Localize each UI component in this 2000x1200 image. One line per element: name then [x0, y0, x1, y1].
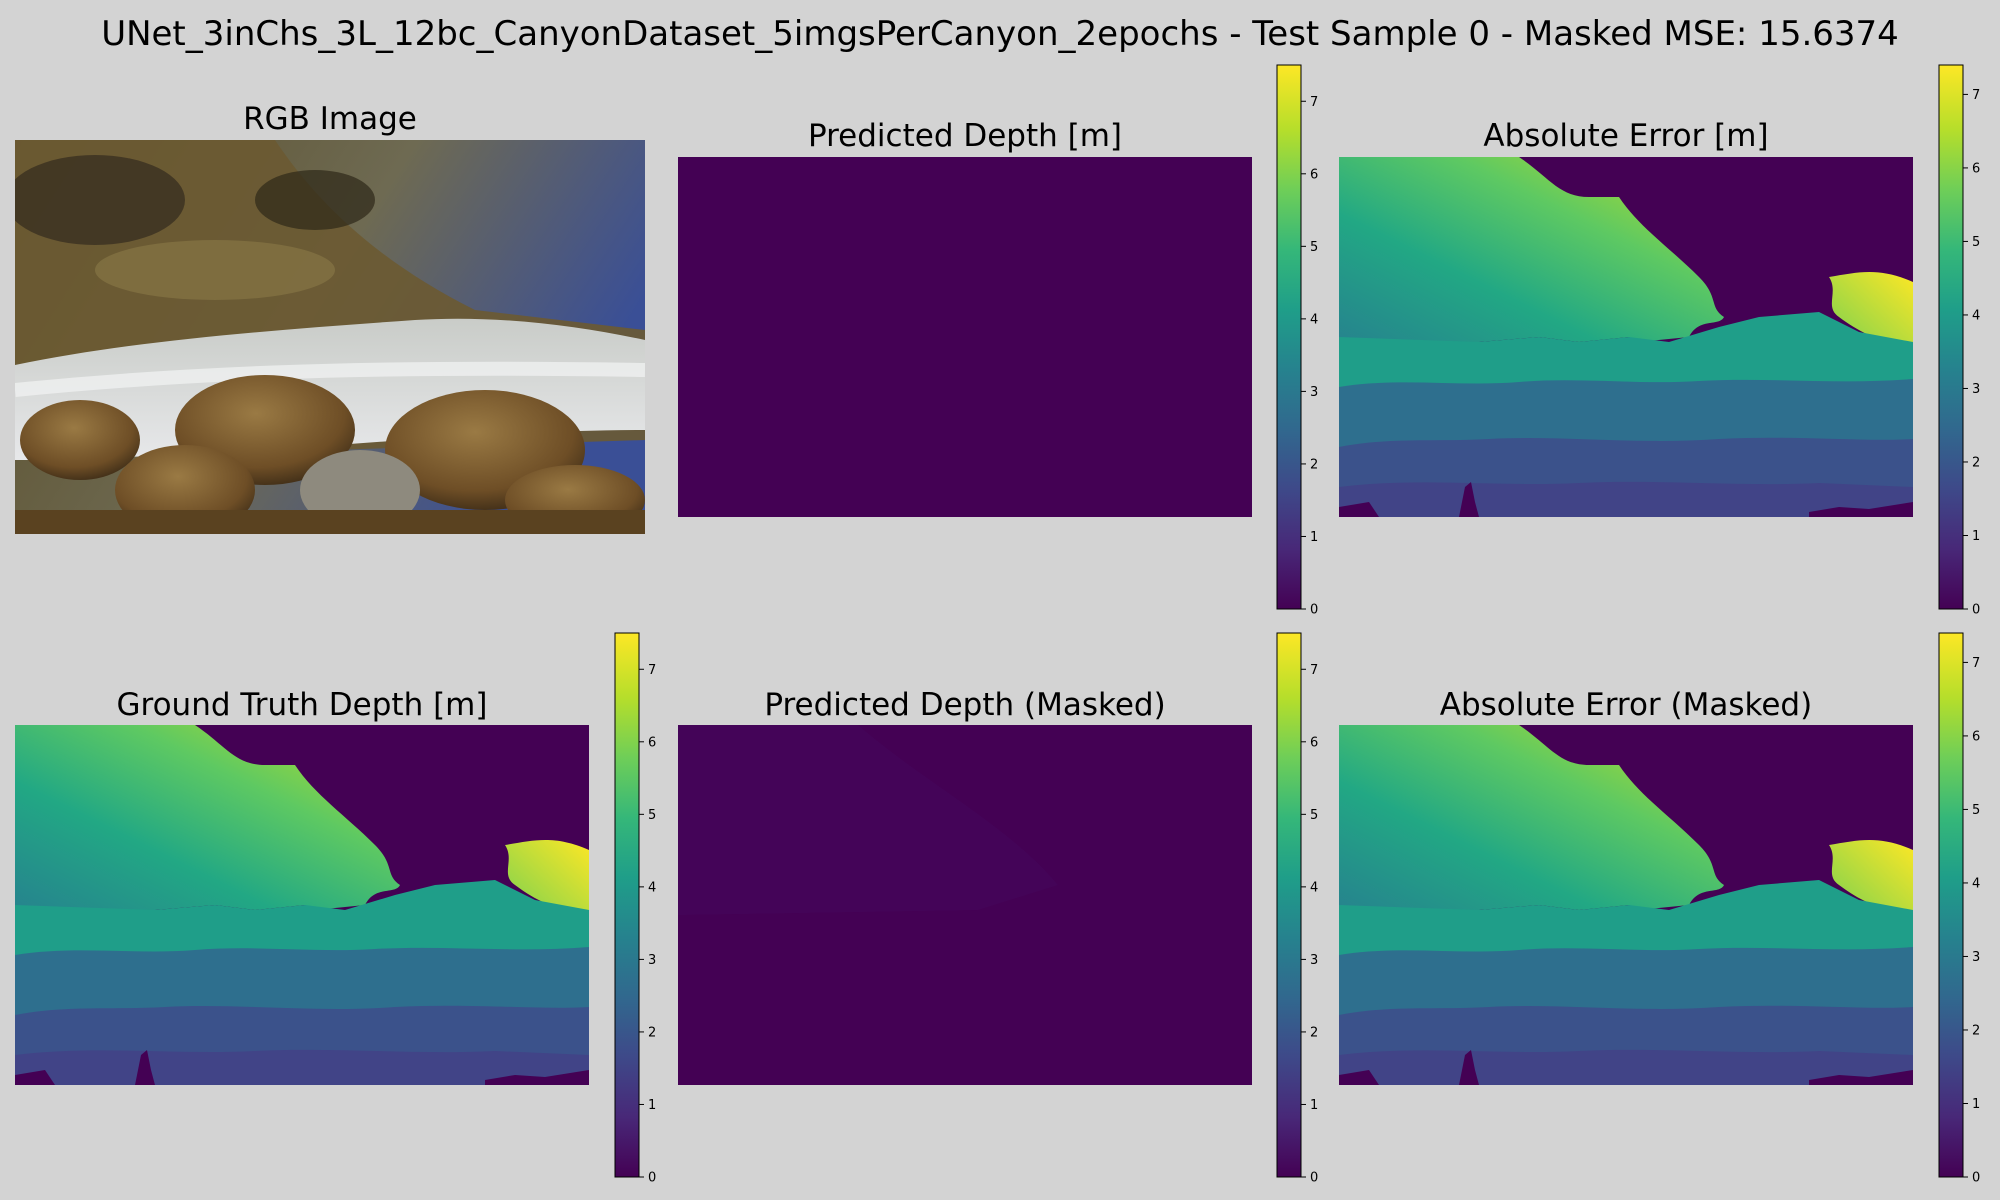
colorbar-tick-label: 7	[1972, 88, 1980, 103]
colorbar-tick-label: 1	[648, 1098, 656, 1113]
absolute-error-masked-title: Absolute Error (Masked)	[1439, 687, 1813, 723]
colorbar-tick-label: 3	[1972, 382, 1980, 397]
colorbar-tick-label: 2	[1972, 1023, 1980, 1038]
colorbar-tick-label: 5	[648, 808, 656, 823]
colorbar-gradient	[1276, 632, 1302, 1178]
colorbar-tick-label: 4	[1972, 308, 1980, 323]
colorbar-tick-label: 3	[1972, 950, 1980, 965]
colorbar-tick-label: 0	[648, 1171, 656, 1186]
colorbar-tick-label: 1	[1972, 1097, 1980, 1112]
colorbar-tick-label: 4	[1310, 880, 1318, 895]
colorbar-tick-label: 0	[1972, 603, 1980, 618]
colorbar-tick-label: 0	[1310, 603, 1318, 618]
colorbar-gradient	[1276, 64, 1302, 610]
absolute-error-colorbar: 0 1 2 3 4 5 6 7	[1938, 64, 1980, 618]
predicted-depth-masked-title: Predicted Depth (Masked)	[764, 687, 1166, 723]
colorbar-tick-label: 4	[1310, 312, 1318, 327]
colorbar-tick-label: 5	[1972, 803, 1980, 818]
colorbar-gradient	[1938, 632, 1964, 1178]
figure-suptitle: UNet_3inChs_3L_12bc_CanyonDataset_5imgsP…	[101, 14, 1899, 54]
absolute-error-masked-heatmap	[1339, 725, 1913, 1085]
colorbar-tick-label: 2	[1310, 1025, 1318, 1040]
colorbar-tick-label: 4	[1972, 876, 1980, 891]
colorbar-tick-label: 6	[1972, 729, 1980, 744]
predicted-depth-masked-heatmap	[678, 725, 1252, 1085]
colorbar-tick-label: 1	[1310, 1098, 1318, 1113]
absolute-error-heatmap	[1339, 157, 1913, 517]
colorbar-tick-label: 6	[1310, 735, 1318, 750]
rgb-image-title: RGB Image	[243, 101, 417, 137]
colorbar-tick-label: 6	[1310, 167, 1318, 182]
colorbar-tick-label: 0	[1972, 1171, 1980, 1186]
colorbar-tick-label: 2	[1972, 455, 1980, 470]
predicted-depth-colorbar: 0 1 2 3 4 5 6 7	[1276, 64, 1318, 618]
colorbar-tick-label: 2	[648, 1025, 656, 1040]
absolute-error-title: Absolute Error [m]	[1483, 118, 1769, 154]
colorbar-tick-label: 5	[1972, 235, 1980, 250]
absolute-error-masked-colorbar: 0 1 2 3 4 5 6 7	[1938, 632, 1980, 1186]
colorbar-tick-label: 7	[648, 663, 656, 678]
colorbar-tick-label: 3	[648, 953, 656, 968]
colorbar-tick-label: 7	[1972, 656, 1980, 671]
colorbar-tick-label: 1	[1310, 530, 1318, 545]
colorbar-gradient	[1938, 64, 1964, 610]
colorbar-tick-label: 5	[1310, 240, 1318, 255]
colorbar-tick-label: 6	[648, 735, 656, 750]
colorbar-tick-label: 3	[1310, 385, 1318, 400]
colorbar-tick-label: 4	[648, 880, 656, 895]
predicted-depth-masked-colorbar: 0 1 2 3 4 5 6 7	[1276, 632, 1318, 1186]
colorbar-tick-label: 2	[1310, 457, 1318, 472]
colorbar-tick-label: 1	[1972, 529, 1980, 544]
rgb-image	[15, 140, 645, 534]
ground-truth-heatmap	[15, 725, 589, 1085]
colorbar-tick-label: 5	[1310, 808, 1318, 823]
colorbar-tick-label: 3	[1310, 953, 1318, 968]
colorbar-tick-label: 0	[1310, 1171, 1318, 1186]
ground-truth-title: Ground Truth Depth [m]	[116, 687, 488, 723]
colorbar-tick-label: 7	[1310, 663, 1318, 678]
colorbar-tick-label: 6	[1972, 161, 1980, 176]
colorbar-tick-label: 7	[1310, 95, 1318, 110]
predicted-depth-heatmap	[678, 157, 1252, 517]
predicted-depth-title: Predicted Depth [m]	[807, 118, 1123, 154]
ground-truth-colorbar: 0 1 2 3 4 5 6 7	[614, 632, 656, 1186]
colorbar-gradient	[614, 632, 640, 1178]
